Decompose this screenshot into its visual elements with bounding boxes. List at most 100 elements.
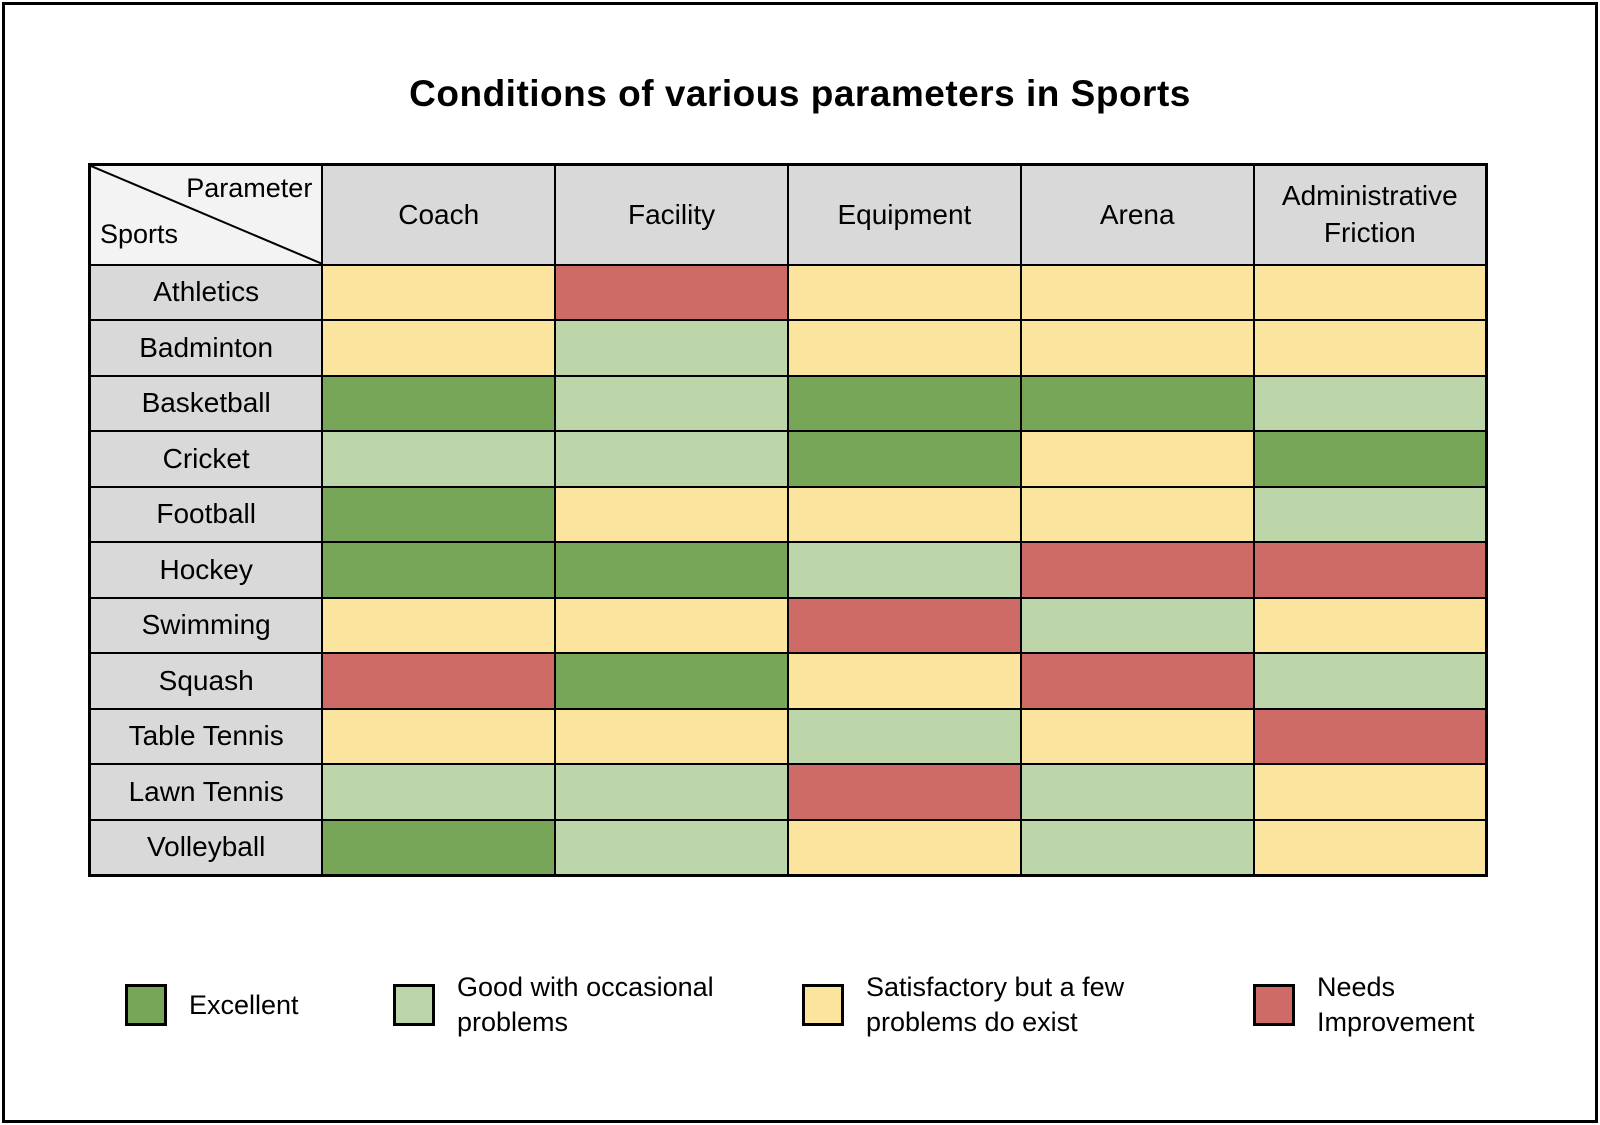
legend-label-satisfactory: Satisfactory but a few problems do exist xyxy=(866,972,1125,1037)
corner-label-sports: Sports xyxy=(100,218,179,249)
condition-cell xyxy=(1019,763,1255,821)
condition-cell xyxy=(1019,541,1255,599)
column-header-coach: Coach xyxy=(321,163,557,266)
condition-cell xyxy=(786,818,1022,876)
sport-label-squash: Squash xyxy=(88,652,324,710)
table-row: Cricket xyxy=(88,430,1488,488)
sport-label-athletics: Athletics xyxy=(88,263,324,321)
condition-cell xyxy=(554,374,789,432)
condition-cell xyxy=(786,374,1022,432)
table-row: Lawn Tennis xyxy=(88,763,1488,821)
table-row: Swimming xyxy=(88,596,1488,654)
condition-cell xyxy=(554,319,789,377)
condition-cell xyxy=(321,430,557,488)
condition-cell xyxy=(321,763,557,821)
sport-label-football: Football xyxy=(88,485,324,543)
column-header-equipment: Equipment xyxy=(786,163,1022,266)
table-row: Badminton xyxy=(88,319,1488,377)
condition-cell xyxy=(1019,430,1255,488)
legend-item-satisfactory: Satisfactory but a few problems do exist xyxy=(802,970,1171,1040)
condition-cell xyxy=(554,596,789,654)
condition-cell xyxy=(786,652,1022,710)
corner-label-parameter: Parameter xyxy=(186,173,313,203)
condition-cell xyxy=(321,652,557,710)
condition-cell xyxy=(1019,374,1255,432)
condition-cell xyxy=(554,707,789,765)
condition-cell xyxy=(554,263,789,321)
legend-label-good: Good with occasional problems xyxy=(457,972,714,1037)
condition-cell xyxy=(554,818,789,876)
condition-cell xyxy=(321,374,557,432)
table-row: Volleyball xyxy=(88,818,1488,876)
condition-cell xyxy=(554,485,789,543)
condition-cell xyxy=(321,263,557,321)
header-row: Parameter Sports Coach Facility Equipmen… xyxy=(88,163,1488,266)
condition-cell xyxy=(321,596,557,654)
column-header-facility: Facility xyxy=(554,163,789,266)
condition-cell xyxy=(786,430,1022,488)
condition-cell xyxy=(1019,263,1255,321)
legend-label-needs_improvement: Needs Improvement xyxy=(1317,972,1475,1037)
condition-cell xyxy=(1019,707,1255,765)
condition-cell xyxy=(1252,707,1488,765)
condition-cell xyxy=(1252,652,1488,710)
condition-cell xyxy=(786,319,1022,377)
sport-label-table-tennis: Table Tennis xyxy=(88,707,324,765)
condition-cell xyxy=(554,541,789,599)
condition-cell xyxy=(321,319,557,377)
page-title: Conditions of various parameters in Spor… xyxy=(409,73,1191,114)
sport-label-lawn-tennis: Lawn Tennis xyxy=(88,763,324,821)
legend-swatch-excellent xyxy=(125,984,167,1026)
condition-cell xyxy=(1252,818,1488,876)
diagonal-divider-line xyxy=(91,166,321,264)
condition-cell xyxy=(786,596,1022,654)
sport-label-volleyball: Volleyball xyxy=(88,818,324,876)
table-row: Basketball xyxy=(88,374,1488,432)
condition-cell xyxy=(554,652,789,710)
column-header-arena: Arena xyxy=(1019,163,1255,266)
condition-cell xyxy=(1019,818,1255,876)
condition-cell xyxy=(321,818,557,876)
condition-cell xyxy=(1252,541,1488,599)
condition-cell xyxy=(786,485,1022,543)
condition-cell xyxy=(554,430,789,488)
condition-cell xyxy=(786,763,1022,821)
condition-cell xyxy=(321,707,557,765)
sport-label-cricket: Cricket xyxy=(88,430,324,488)
legend-swatch-satisfactory xyxy=(802,984,844,1026)
table-row: Hockey xyxy=(88,541,1488,599)
sport-label-badminton: Badminton xyxy=(88,319,324,377)
condition-cell xyxy=(1252,596,1488,654)
condition-cell xyxy=(321,541,557,599)
condition-cell xyxy=(786,707,1022,765)
condition-cell xyxy=(1252,263,1488,321)
column-header-administrative-friction: Administrative Friction xyxy=(1252,163,1488,266)
condition-cell xyxy=(786,263,1022,321)
conditions-table: Parameter Sports Coach Facility Equipmen… xyxy=(88,163,1488,877)
condition-cell xyxy=(786,541,1022,599)
condition-cell xyxy=(1019,596,1255,654)
condition-cell xyxy=(1252,319,1488,377)
table-row: Squash xyxy=(88,652,1488,710)
condition-cell xyxy=(1252,374,1488,432)
table-row: Football xyxy=(88,485,1488,543)
legend-item-good: Good with occasional problems xyxy=(393,970,742,1040)
corner-cell: Parameter Sports xyxy=(88,163,324,266)
condition-cell xyxy=(1019,319,1255,377)
legend-swatch-good xyxy=(393,984,435,1026)
legend-item-needs_improvement: Needs Improvement xyxy=(1253,970,1507,1040)
condition-cell xyxy=(1019,485,1255,543)
condition-cell xyxy=(1019,652,1255,710)
condition-cell xyxy=(321,485,557,543)
legend-label-excellent: Excellent xyxy=(189,989,299,1020)
legend-item-excellent: Excellent xyxy=(125,984,299,1026)
sport-label-swimming: Swimming xyxy=(88,596,324,654)
condition-cell xyxy=(1252,485,1488,543)
table-row: Athletics xyxy=(88,263,1488,321)
sport-label-basketball: Basketball xyxy=(88,374,324,432)
legend-swatch-needs_improvement xyxy=(1253,984,1295,1026)
condition-cell xyxy=(1252,430,1488,488)
condition-cell xyxy=(1252,763,1488,821)
condition-cell xyxy=(554,763,789,821)
sport-label-hockey: Hockey xyxy=(88,541,324,599)
